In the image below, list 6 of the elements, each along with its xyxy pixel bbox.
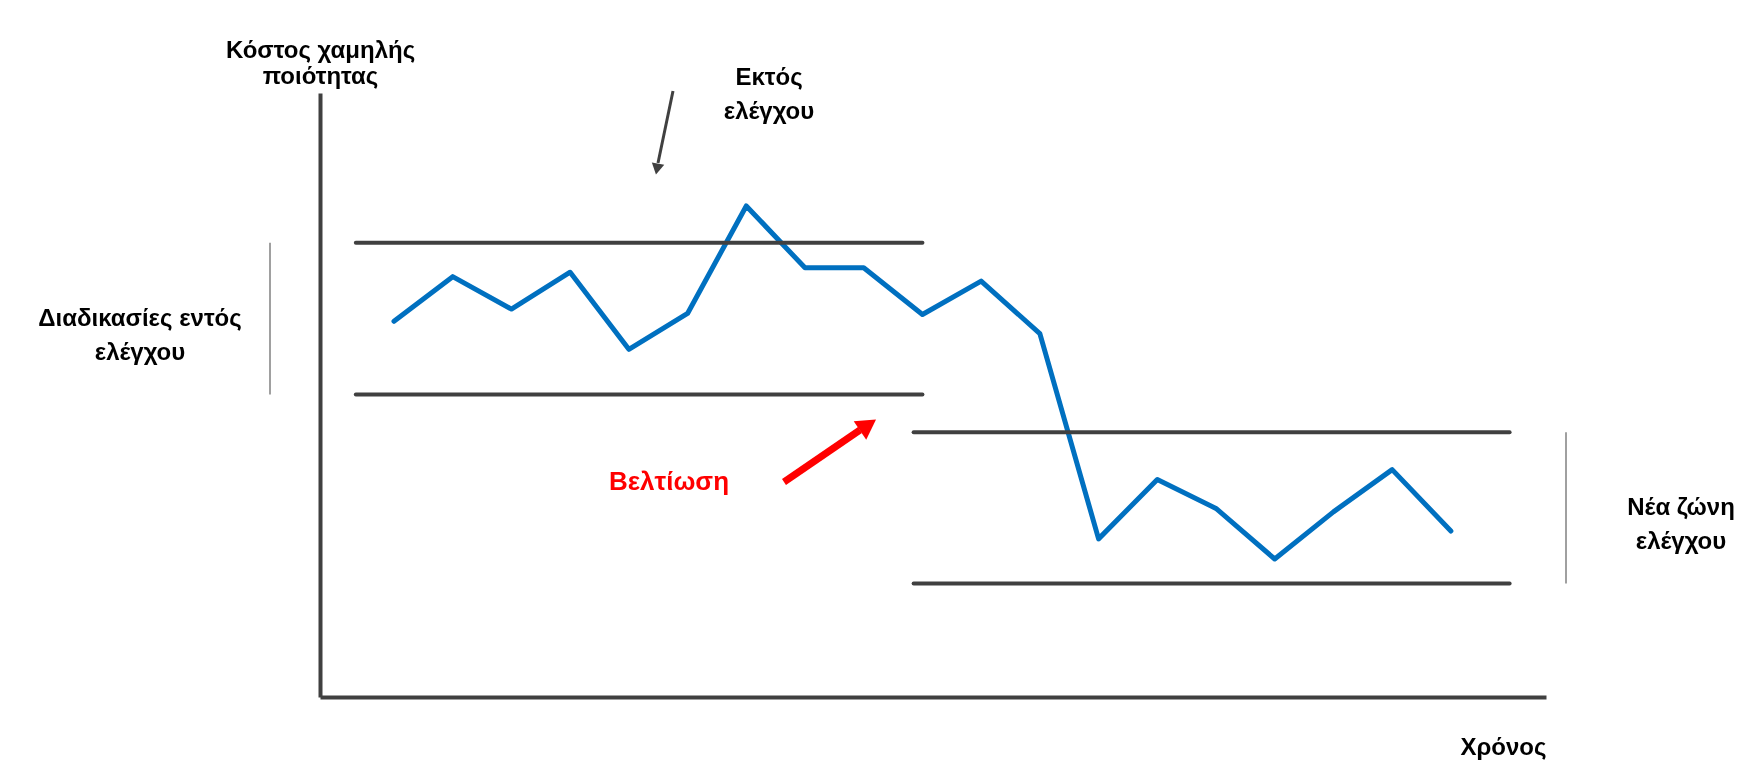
annotation: Βελτίωση (608, 466, 730, 496)
x-axis-title: Χρόνος (1460, 732, 1547, 760)
text: Διαδικασίες εντός ελέγχου (38, 303, 242, 365)
text: Εκτός ελέγχου (723, 63, 815, 124)
text: Νέα ζώνη ελέγχου (1627, 492, 1735, 554)
y-axis-title: Κόστος χαμηλής ποιότητας (225, 35, 416, 89)
